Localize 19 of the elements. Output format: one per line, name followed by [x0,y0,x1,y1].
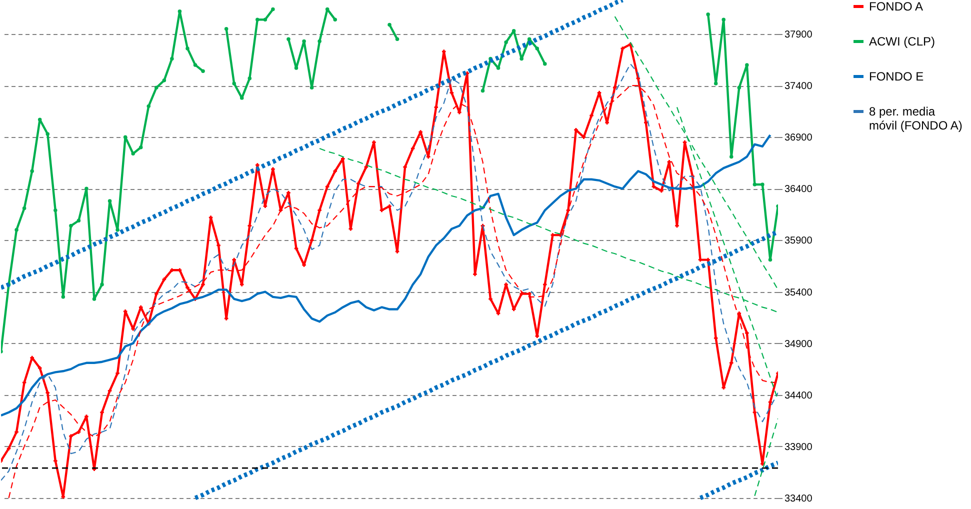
y-tick-label: 35900 [784,236,813,247]
y-tick-label: 37400 [784,81,813,92]
line-series [193,230,778,500]
y-tick-label: 34900 [784,338,813,350]
y-tick-label: 33400 [784,493,813,504]
legend-label: 8 per. media móvil (FONDO A) [869,104,962,132]
y-tick-label: 37900 [784,30,813,41]
line-series [1,134,772,417]
line-series [1,0,625,290]
y-tick-label: 36900 [784,132,813,144]
y-tick-label: 33900 [784,442,813,453]
line-series [698,460,778,500]
legend-label: ACWI (CLP) [869,34,936,48]
y-tick-label: 36400 [784,184,813,196]
y-tick-label: 35400 [784,287,813,298]
legend-label: FONDO E [869,70,924,84]
y-tick-label: 34400 [784,390,813,402]
line-series [754,418,778,496]
legend-label: FONDO A [869,0,924,14]
